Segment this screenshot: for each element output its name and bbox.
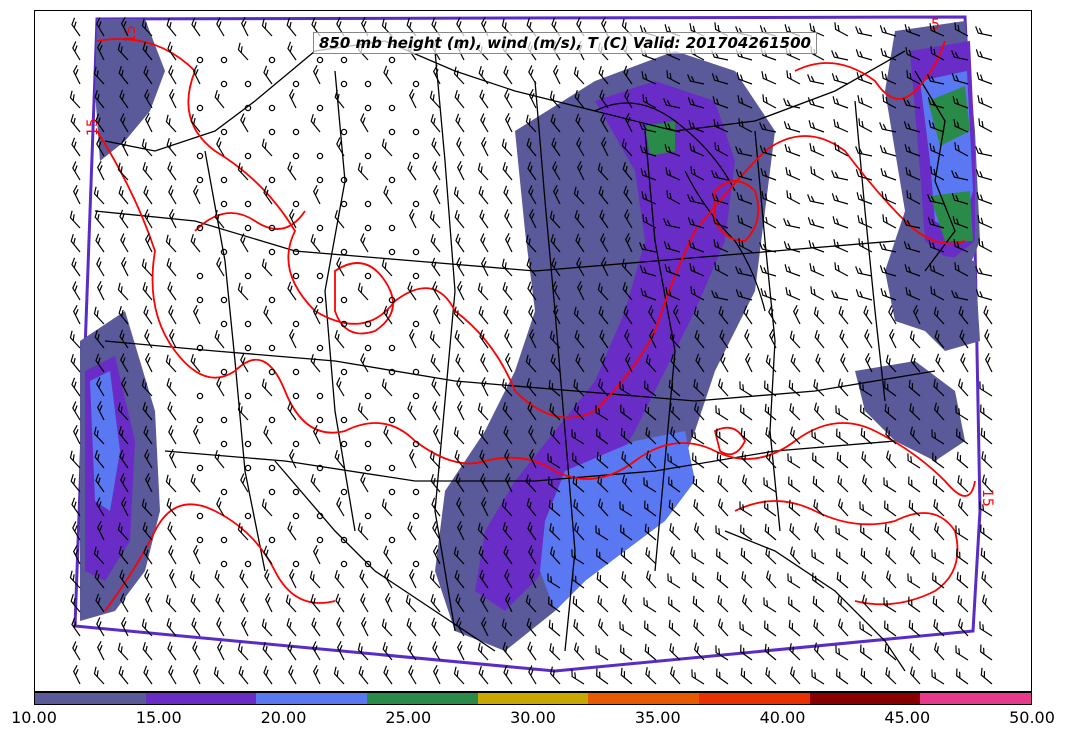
contour-label: 5 xyxy=(931,17,940,33)
colorbar-segment xyxy=(699,693,810,704)
colorbar-tick-label: 10.00 xyxy=(11,708,57,727)
colorbar-tick-labels: 10.00 15.00 20.00 25.00 30.00 35.00 40.00 45.00… xyxy=(11,708,1055,732)
colorbar-tick-label: 45.00 xyxy=(884,708,931,727)
colorbar-segment xyxy=(367,693,478,704)
colorbar-segment xyxy=(920,693,1032,704)
colorbar xyxy=(34,692,1032,705)
colorbar-tick-label: 40.00 xyxy=(759,708,806,727)
colorbar-segment xyxy=(256,693,368,704)
wind-barbs xyxy=(69,16,993,685)
colorbar-tick-label: 35.00 xyxy=(634,708,681,727)
colorbar-tick-label: 20.00 xyxy=(260,708,307,727)
colorbar-tick-label: 50.00 xyxy=(1009,708,1055,727)
contour-label: 15 xyxy=(979,489,995,507)
map-canvas: 15 15 15 5 xyxy=(69,15,995,685)
colorbar-segment xyxy=(477,693,589,704)
colorbar-segment xyxy=(588,693,700,704)
contour-label: 15 xyxy=(123,25,139,43)
colorbar-tick-label: 25.00 xyxy=(385,708,432,727)
colorbar-tick-label: 30.00 xyxy=(510,708,556,727)
map-title: 850 mb height (m), wind (m/s), T (C) Val… xyxy=(313,32,817,54)
colorbar-tick-label: 15.00 xyxy=(135,708,182,727)
colorbar-segment xyxy=(35,693,146,704)
map-frame: 15 15 15 5 850 mb height (m), wind (m/s)… xyxy=(34,10,1032,692)
colorbar-segment xyxy=(809,693,921,704)
colorbar-segment xyxy=(145,693,257,704)
boundary-lines xyxy=(94,40,956,672)
